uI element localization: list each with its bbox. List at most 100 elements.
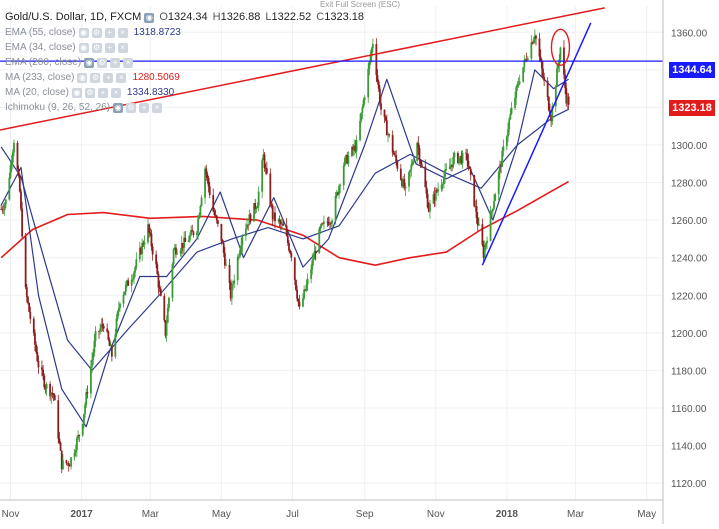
visibility-icon[interactable]: ◉ — [78, 42, 89, 53]
candle-body — [567, 96, 570, 105]
candle-body — [493, 201, 495, 209]
candle-body — [62, 460, 64, 470]
candle-body — [127, 280, 130, 286]
candle-body — [180, 243, 183, 251]
candle-body — [85, 392, 88, 405]
candle-body — [171, 264, 174, 298]
ohlc-low-value: 1322.52 — [271, 11, 312, 23]
candle-body — [65, 460, 68, 464]
candle-body — [441, 184, 444, 185]
visibility-icon[interactable]: ◉ — [77, 72, 88, 83]
visibility-icon[interactable]: ◉ — [78, 27, 89, 38]
candle-body — [426, 193, 429, 208]
indicator-row[interactable]: EMA (55, close) ◉ ⚙ + × 1318.8723 — [5, 25, 364, 40]
settings-icon[interactable]: ⚙ — [90, 72, 101, 83]
indicator-row[interactable]: Ichimoku (9, 26, 52, 26) ◉ ⚙ + × — [5, 100, 364, 115]
candle-body — [547, 96, 550, 111]
visibility-icon[interactable]: ◉ — [113, 102, 124, 113]
more-icon[interactable]: + — [139, 102, 150, 113]
close-icon[interactable]: × — [123, 57, 134, 68]
visibility-icon[interactable]: ◉ — [84, 57, 95, 68]
candle-body — [59, 442, 62, 451]
exit-fullscreen-link[interactable]: Exit Full Screen (ESC) — [320, 0, 401, 9]
more-icon[interactable]: + — [104, 42, 115, 53]
time-tick-label: Nov — [2, 509, 20, 520]
more-icon[interactable]: + — [110, 57, 121, 68]
candle-body — [304, 289, 307, 291]
moving-average-lines — [0, 69, 569, 428]
candle-body — [331, 220, 333, 224]
candle-body — [204, 168, 206, 198]
resistance-trendline — [0, 7, 605, 131]
candle-body — [155, 254, 158, 265]
close-icon[interactable]: × — [117, 42, 128, 53]
settings-icon[interactable]: ⚙ — [91, 42, 102, 53]
candle-body — [70, 457, 72, 467]
candle-body — [163, 295, 166, 321]
candle-body — [516, 84, 519, 88]
candle-body — [432, 194, 435, 204]
settings-icon[interactable]: ⚙ — [97, 57, 108, 68]
candle-body — [395, 155, 398, 162]
candle-body — [190, 230, 192, 236]
candle-body — [311, 260, 314, 270]
candle-body — [257, 191, 260, 206]
candle-body — [77, 435, 79, 439]
close-icon[interactable]: × — [110, 87, 121, 98]
candle-body — [138, 247, 141, 260]
indicator-row[interactable]: MA (20, close) ◉ ⚙ + × 1334.8330 — [5, 85, 364, 100]
candle-body — [159, 288, 162, 296]
close-icon[interactable]: × — [152, 102, 163, 113]
candle-body — [52, 393, 55, 396]
candle-body — [448, 166, 451, 170]
candle-body — [295, 279, 297, 290]
eye-icon[interactable]: ◉ — [144, 12, 155, 23]
candle-body — [44, 387, 47, 389]
close-icon[interactable]: × — [117, 27, 128, 38]
candle-body — [375, 44, 378, 76]
candle-body — [466, 153, 469, 161]
candle-body — [360, 112, 363, 121]
candle-body — [387, 134, 389, 136]
candle-body — [328, 223, 331, 225]
candle-body — [232, 283, 234, 285]
candle-body — [401, 179, 403, 187]
candle-body — [215, 215, 218, 221]
candle-body — [352, 147, 354, 151]
indicator-row[interactable]: EMA (34, close) ◉ ⚙ + × — [5, 40, 364, 55]
candle-body — [126, 280, 128, 285]
candle-body — [459, 155, 462, 159]
close-icon[interactable]: × — [116, 72, 127, 83]
candle-body — [116, 311, 119, 319]
candle-body — [458, 158, 460, 163]
candle-body — [220, 223, 223, 242]
candle-body — [191, 230, 194, 232]
candle-body — [424, 166, 427, 187]
candle-body — [3, 204, 6, 210]
candle-body — [34, 332, 36, 345]
time-axis[interactable]: Nov 2017 Mar May Jul Sep Nov 2018 Mar May — [0, 499, 663, 520]
more-icon[interactable]: + — [103, 72, 114, 83]
settings-icon[interactable]: ⚙ — [84, 87, 95, 98]
candle-body — [293, 257, 296, 280]
visibility-icon[interactable]: ◉ — [71, 87, 82, 98]
more-icon[interactable]: + — [97, 87, 108, 98]
candle-body — [151, 246, 154, 255]
candle-body — [108, 339, 111, 346]
candle-body — [274, 212, 276, 221]
candle-body — [98, 331, 100, 332]
candle-body — [168, 297, 170, 308]
time-tick-label: May — [212, 509, 231, 520]
candle-body — [35, 344, 38, 352]
more-icon[interactable]: + — [104, 27, 115, 38]
ohlc-close-label: C — [316, 11, 325, 23]
candle-body — [377, 81, 380, 89]
candle-body — [106, 328, 109, 332]
indicator-row[interactable]: EMA (200, close) ◉ ⚙ + × — [5, 55, 364, 70]
settings-icon[interactable]: ⚙ — [91, 27, 102, 38]
ma-20-line — [0, 69, 569, 428]
settings-icon[interactable]: ⚙ — [126, 102, 137, 113]
indicator-row[interactable]: MA (233, close) ◉ ⚙ + × 1280.5069 — [5, 70, 364, 85]
